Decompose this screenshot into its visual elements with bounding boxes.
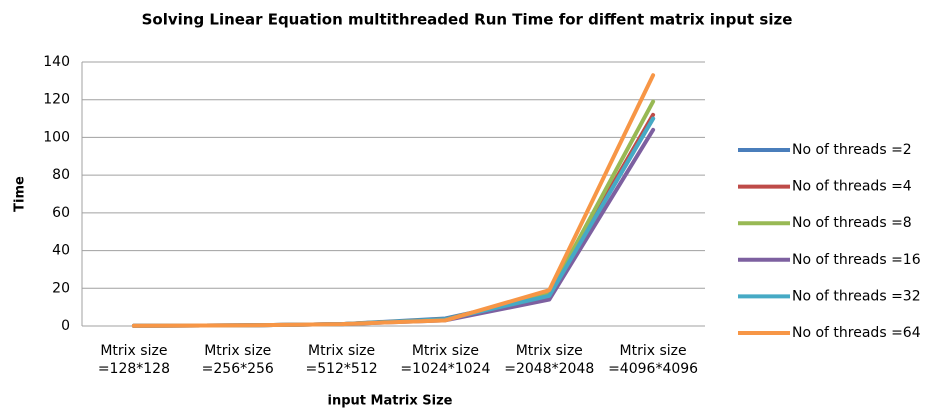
x-tick-label: Mtrix size =2048*2048 — [504, 343, 595, 377]
y-tick-label: 100 — [43, 129, 70, 145]
legend-label: No of threads =4 — [792, 179, 912, 195]
legend-label: No of threads =8 — [792, 215, 912, 231]
series-line — [131, 127, 656, 328]
y-tick-label: 40 — [52, 243, 70, 259]
x-axis-label: input Matrix Size — [328, 394, 453, 409]
y-tick-label: 80 — [52, 167, 70, 183]
legend-label: No of threads =64 — [792, 325, 921, 341]
y-tick-label: 140 — [43, 54, 70, 70]
legend-label: No of threads =32 — [792, 288, 921, 304]
series-line — [131, 99, 656, 328]
x-tick-label: Mtrix size =512*512 — [305, 343, 378, 377]
y-tick-label: 20 — [52, 280, 70, 296]
x-tick-label: Mtrix size =128*128 — [97, 343, 170, 377]
y-tick-label: 0 — [61, 318, 70, 334]
series-line — [131, 116, 656, 328]
chart-title: Solving Linear Equation multithreaded Ru… — [142, 11, 793, 29]
y-tick-label: 120 — [43, 92, 70, 108]
y-tick-label: 60 — [52, 205, 70, 221]
x-tick-label: Mtrix size =4096*4096 — [608, 343, 699, 377]
series-line — [131, 73, 656, 328]
x-tick-label: Mtrix size =1024*1024 — [400, 343, 491, 377]
x-tick-label: Mtrix size =256*256 — [201, 343, 274, 377]
y-axis-label: Time — [13, 176, 28, 212]
series-line — [131, 112, 656, 328]
series-line — [131, 116, 656, 328]
legend-label: No of threads =2 — [792, 142, 912, 158]
legend-label: No of threads =16 — [792, 252, 921, 268]
